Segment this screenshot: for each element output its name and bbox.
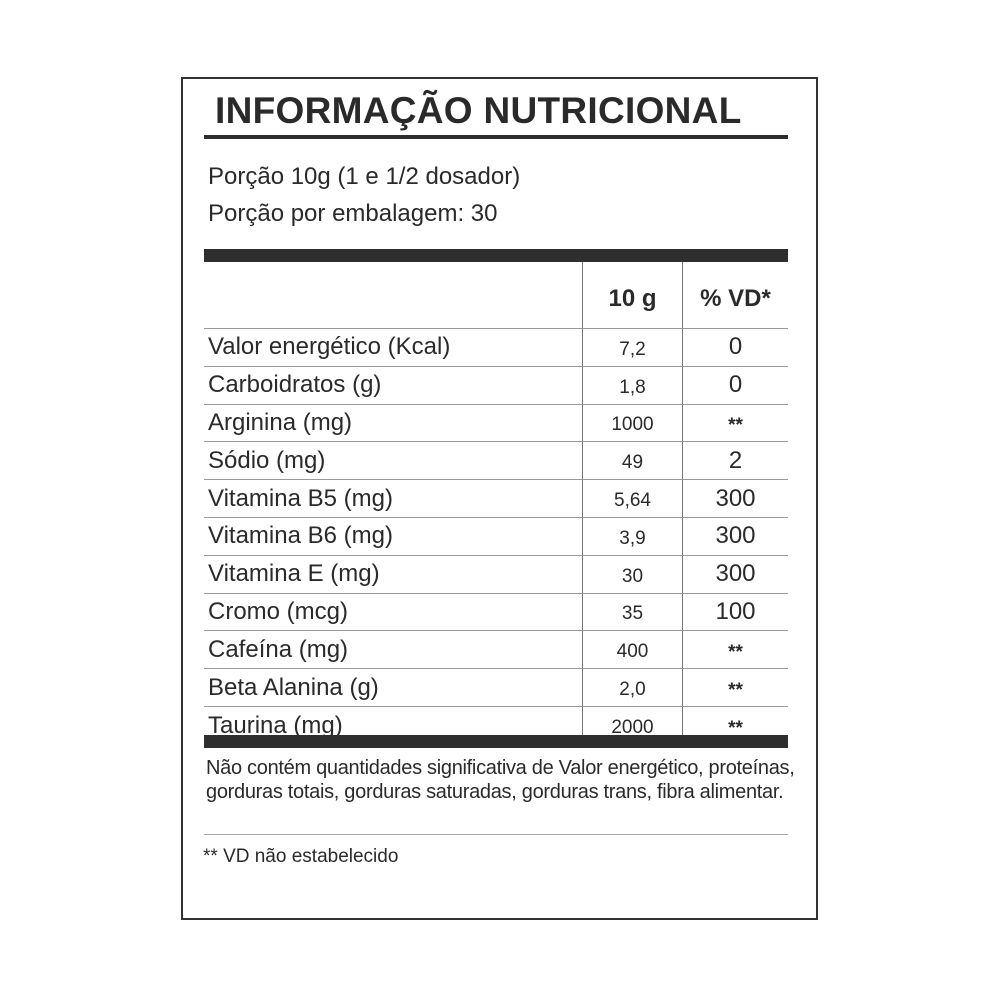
footnote: ** VD não estabelecido xyxy=(203,846,399,867)
top-divider-bar xyxy=(204,249,788,262)
nutrient-vd: 0 xyxy=(683,329,788,367)
nutrient-vd: ** xyxy=(728,718,743,735)
nutrient-amount: 400 xyxy=(582,631,683,670)
header-vd: % VD* xyxy=(683,262,788,329)
nutrient-name: Cromo (mcg) xyxy=(204,594,582,632)
nutrient-amount: 1000 xyxy=(582,404,683,443)
nutrient-name: Arginina (mg) xyxy=(204,405,582,443)
nutrient-amount: 3,9 xyxy=(582,517,683,556)
nutrient-amount: 49 xyxy=(582,442,683,481)
footer-divider xyxy=(204,834,788,835)
nutrient-name: Vitamina E (mg) xyxy=(204,556,582,594)
nutrient-name: Taurina (mg) xyxy=(208,711,343,735)
footer-text: Não contém quantidades significativa de … xyxy=(206,757,795,803)
nutrient-name: Vitamina B5 (mg) xyxy=(204,480,582,518)
nutrient-amount: 2000 xyxy=(582,706,683,735)
nutrient-vd: 300 xyxy=(683,480,788,518)
nutrient-vd: 100 xyxy=(683,594,788,632)
nutrient-vd: 300 xyxy=(683,556,788,594)
nutrient-amount: 35 xyxy=(582,593,683,632)
nutrient-vd: 300 xyxy=(683,518,788,556)
bottom-divider-bar xyxy=(204,735,788,748)
nutrient-name: Beta Alanina (g) xyxy=(204,669,582,707)
nutrient-vd: 0 xyxy=(683,367,788,405)
nutrient-name: Valor energético (Kcal) xyxy=(204,329,582,367)
nutrient-name: Sódio (mg) xyxy=(204,442,582,481)
nutrition-table: 10 g % VD* Valor energético (Kcal) 7,2 0 Ca… xyxy=(204,262,788,735)
nutrient-amount: 30 xyxy=(582,555,683,594)
portions-per-package: Porção por embalagem: 30 xyxy=(208,200,498,227)
header-amount: 10 g xyxy=(582,262,683,329)
nutrient-name: Vitamina B6 (mg) xyxy=(204,518,582,556)
nutrient-name: Carboidratos (g) xyxy=(204,367,582,405)
nutrient-vd: ** xyxy=(683,631,788,670)
portion-size: Porção 10g (1 e 1/2 dosador) xyxy=(208,163,521,190)
nutrient-amount: 5,64 xyxy=(582,480,683,518)
nutrient-vd: ** xyxy=(683,405,788,443)
title-underline xyxy=(204,135,788,139)
label-title: INFORMAÇÃO NUTRICIONAL xyxy=(215,90,742,131)
nutrient-amount: 1,8 xyxy=(582,366,683,405)
nutrient-vd: 2 xyxy=(683,442,788,481)
nutrient-amount: 7,2 xyxy=(582,329,683,367)
nutrient-vd: ** xyxy=(683,669,788,707)
nutrient-name: Cafeína (mg) xyxy=(204,631,582,670)
nutrient-amount: 2,0 xyxy=(582,669,683,707)
header-nutrient xyxy=(204,262,582,329)
nutrition-label-frame xyxy=(181,77,818,920)
